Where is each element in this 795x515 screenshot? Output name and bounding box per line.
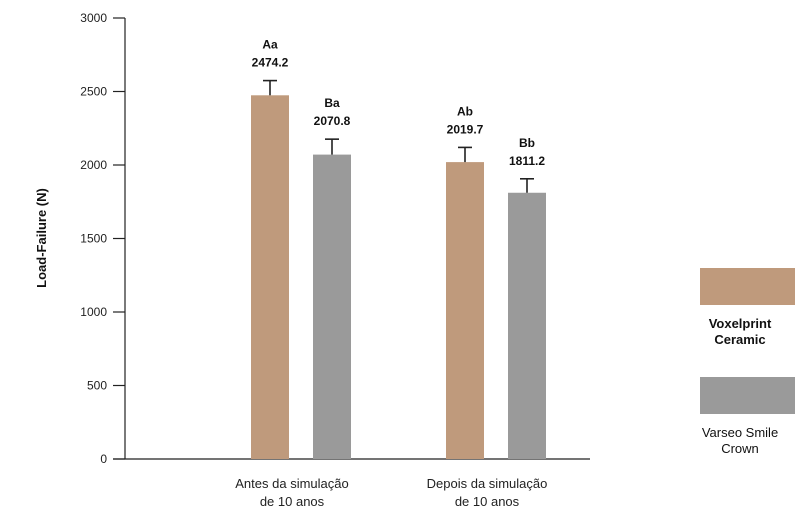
data-label: 2019.7 (447, 122, 484, 136)
bars (251, 81, 546, 459)
legend-label: Varseo Smile (702, 425, 778, 440)
data-label: 1811.2 (509, 154, 545, 168)
data-labels: Aa 2474.2 Ab 2019.7 Ba 2070.8 Bb 1811.2 (252, 38, 546, 168)
y-tick-label: 500 (87, 379, 107, 393)
y-tick-label: 3000 (80, 11, 107, 25)
category-label: Depois da simulação (427, 476, 548, 491)
bar (313, 155, 351, 459)
legend-label: Crown (721, 441, 759, 456)
significance-letter: Ab (457, 104, 473, 118)
data-label: 2070.8 (314, 114, 351, 128)
bar (251, 95, 289, 459)
y-tick-label: 2000 (80, 158, 107, 172)
y-tick-label: 0 (100, 452, 107, 466)
data-label: 2474.2 (252, 56, 289, 70)
legend-label: Voxelprint (709, 316, 772, 331)
category-label: Antes da simulação (235, 476, 348, 491)
y-tick-label: 2500 (80, 85, 107, 99)
y-tick-label: 1000 (80, 305, 107, 319)
y-tick-label: 1500 (80, 232, 107, 246)
significance-letter: Bb (519, 136, 535, 150)
legend-swatch (700, 268, 795, 305)
bar (508, 193, 546, 459)
category-label: de 10 anos (260, 494, 325, 509)
bar (446, 162, 484, 459)
legend-label: Ceramic (714, 332, 765, 347)
category-label: de 10 anos (455, 494, 520, 509)
significance-letter: Ba (324, 96, 340, 110)
legend-swatch (700, 377, 795, 414)
y-axis-title: Load-Failure (N) (34, 188, 49, 288)
category-labels: Antes da simulação de 10 anos Depois da si… (235, 476, 547, 509)
significance-letter: Aa (262, 38, 278, 52)
